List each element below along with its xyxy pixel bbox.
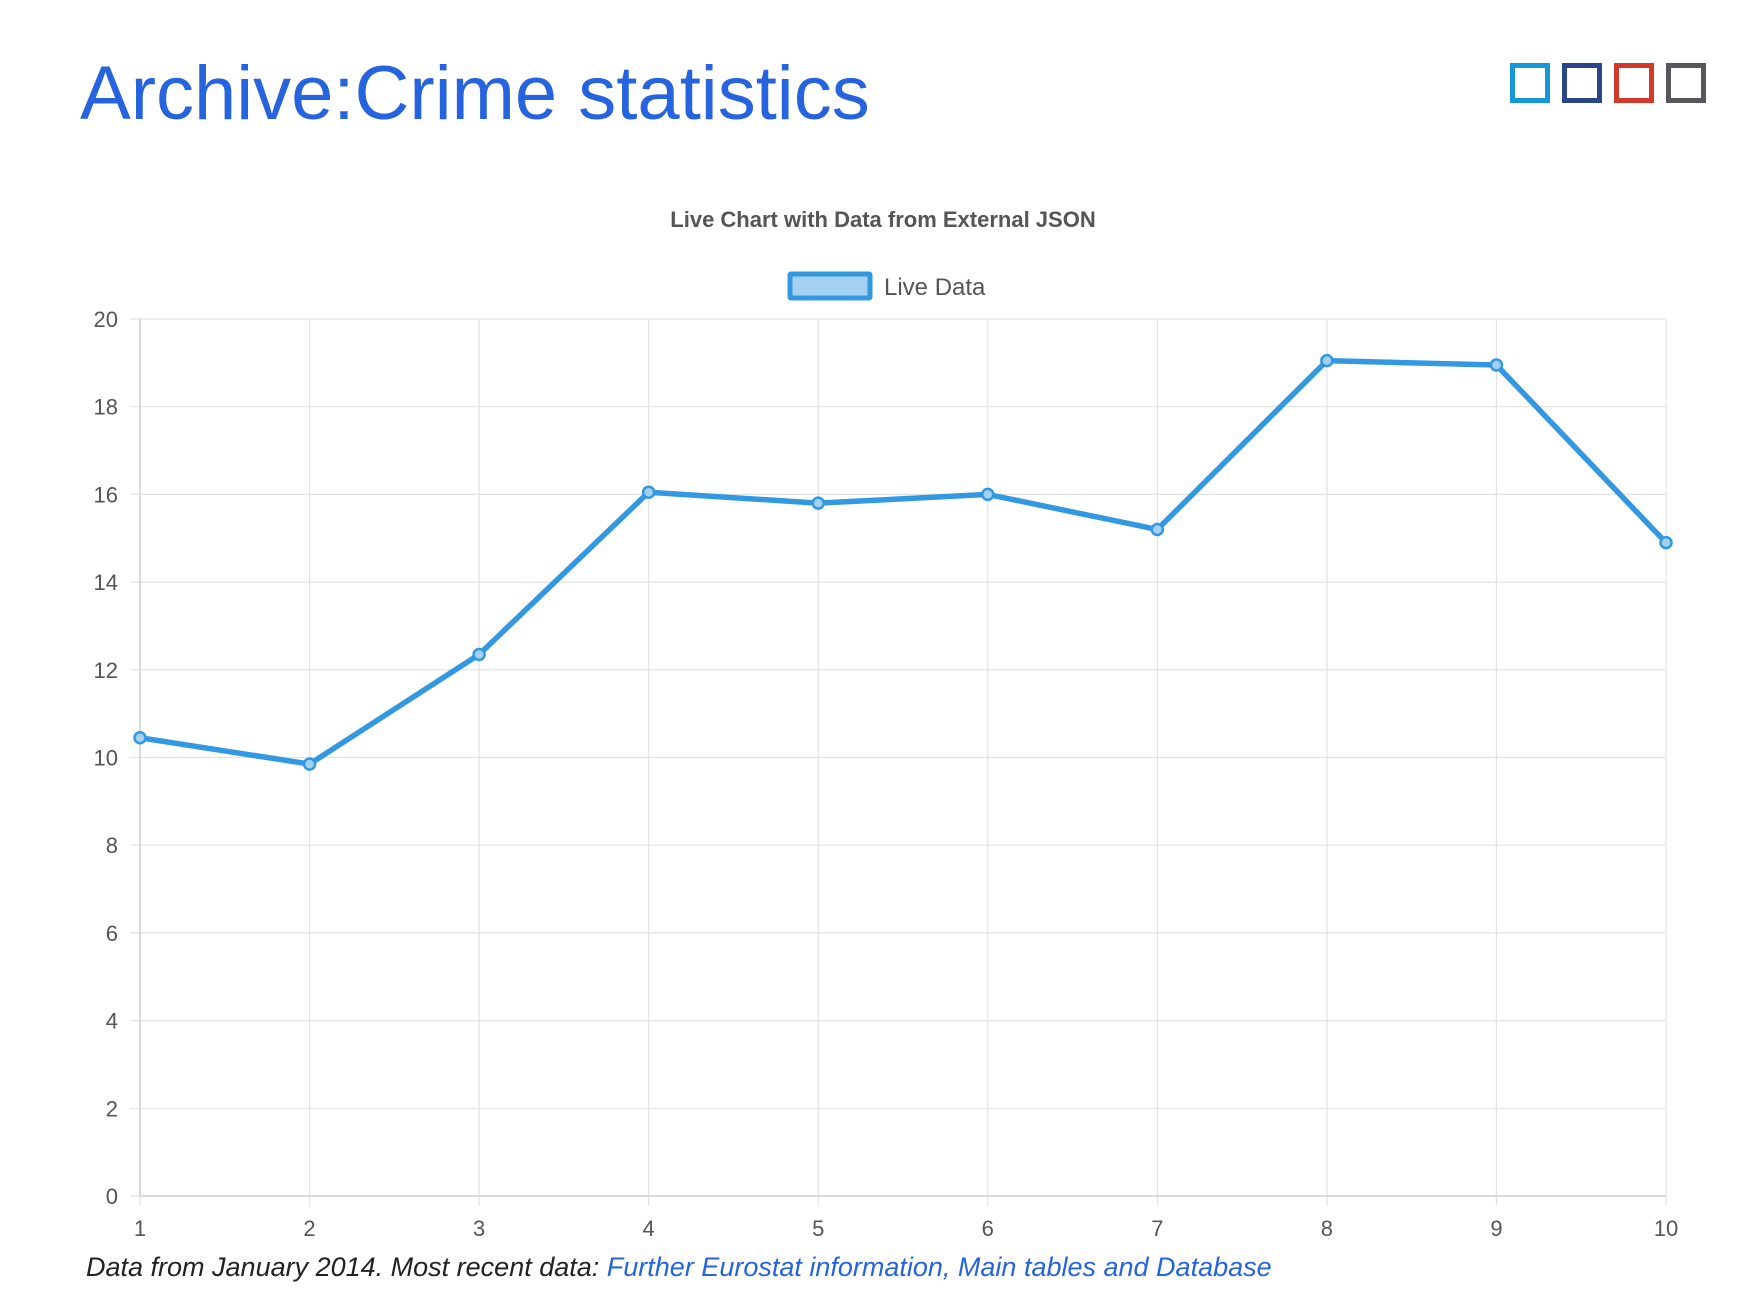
x-tick-label: 1 <box>134 1216 146 1241</box>
page-title: Archive:Crime statistics <box>80 51 870 136</box>
series-line <box>137 357 1669 767</box>
x-tick-label: 5 <box>812 1216 824 1241</box>
x-tick-label: 9 <box>1490 1216 1502 1241</box>
y-tick-label: 0 <box>106 1184 118 1209</box>
data-point <box>472 647 486 662</box>
series-live-data <box>133 353 1673 771</box>
color-square-4 <box>1666 63 1706 103</box>
y-tick-label: 4 <box>106 1009 118 1034</box>
chart-legend[interactable]: Live Data <box>787 271 986 301</box>
x-tick-label: 6 <box>982 1216 994 1241</box>
color-squares <box>1510 63 1706 103</box>
x-tick-label: 7 <box>1151 1216 1163 1241</box>
y-tick-label: 18 <box>94 395 118 420</box>
y-tick-label: 10 <box>94 746 118 771</box>
color-square-1 <box>1510 63 1550 103</box>
data-point <box>811 496 825 510</box>
y-tick-label: 12 <box>94 658 118 683</box>
legend-swatch <box>787 271 873 301</box>
y-tick-label: 16 <box>94 482 118 507</box>
y-tick-label: 6 <box>106 921 118 946</box>
x-tick-label: 8 <box>1321 1216 1333 1241</box>
y-tick-label: 8 <box>106 833 118 858</box>
y-tick-label: 14 <box>94 570 118 595</box>
data-point <box>1659 535 1673 550</box>
grid-lines <box>130 318 1667 1206</box>
footnote: Data from January 2014. Most recent data… <box>86 1250 1272 1284</box>
color-square-2 <box>1562 63 1602 103</box>
data-point <box>981 487 995 502</box>
chart-title: Live Chart with Data from External JSON <box>670 207 1095 232</box>
data-point <box>133 731 147 745</box>
data-point <box>302 757 317 771</box>
footnote-text: Data from January 2014. Most recent data… <box>86 1252 600 1282</box>
data-point <box>1150 522 1165 537</box>
color-square-3 <box>1614 63 1654 103</box>
y-tick-label: 20 <box>94 307 118 332</box>
footnote-link[interactable]: Further Eurostat information, Main table… <box>606 1252 1272 1282</box>
data-point <box>1320 353 1334 368</box>
data-point <box>641 485 656 499</box>
legend-label: Live Data <box>884 274 986 301</box>
y-tick-label: 2 <box>106 1096 118 1121</box>
x-tick-label: 10 <box>1654 1216 1678 1241</box>
x-tick-label: 3 <box>473 1216 485 1241</box>
x-tick-label: 2 <box>303 1216 315 1241</box>
x-tick-label: 4 <box>643 1216 655 1241</box>
data-point <box>1489 358 1504 372</box>
